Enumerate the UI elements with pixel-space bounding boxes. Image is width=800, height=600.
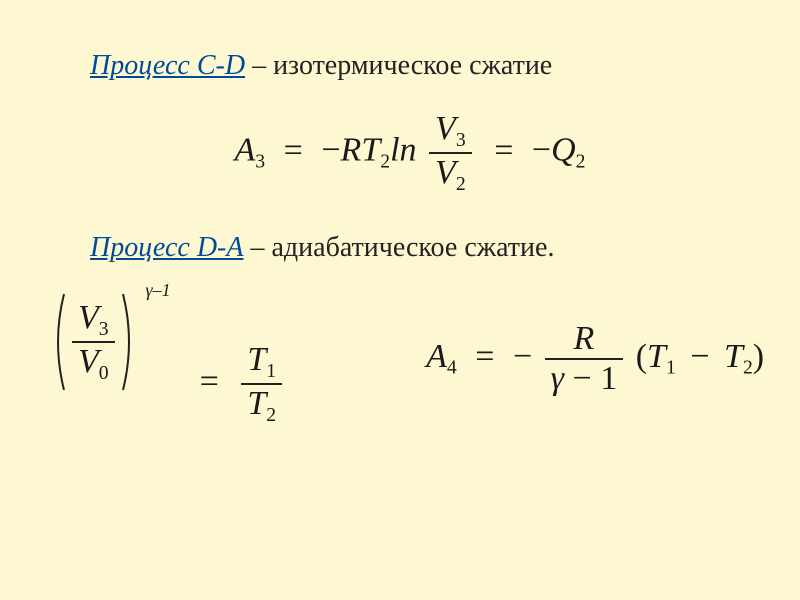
den-sub-2a: 0: [99, 362, 109, 384]
den-V: V: [435, 154, 456, 191]
var-T2b: T: [724, 338, 743, 375]
exponent-gamma-1: γ–1: [146, 280, 171, 301]
num-T1-sub: 1: [266, 360, 276, 382]
den-gamma: γ: [551, 360, 564, 397]
paren-left-icon: [50, 292, 68, 392]
minus-2: −: [532, 132, 551, 169]
big-paren-group: V3 V0 γ–1: [50, 292, 137, 392]
heading-process-cd: Процесс C-D – изотермическое сжатие: [90, 50, 730, 82]
den-T2-sub: 2: [266, 404, 276, 426]
sub-T2b: 2: [743, 357, 753, 379]
den-one: 1: [600, 360, 617, 397]
den-sub: 2: [456, 173, 466, 195]
slide-container: Процесс C-D – изотермическое сжатие A3 =…: [0, 0, 800, 503]
paren-close: ): [753, 338, 764, 375]
text-isothermal: – изотермическое сжатие: [245, 50, 552, 81]
var-T: T: [361, 132, 380, 169]
num-sub-2a: 3: [99, 318, 109, 340]
link-process-da: Процесс D-A: [90, 232, 243, 263]
eq-sign-4: =: [475, 338, 494, 375]
num-R: R: [574, 320, 595, 357]
text-adiabatic: – адиабатическое сжатие.: [243, 232, 554, 263]
ln: ln: [390, 132, 416, 169]
paren-open: (: [636, 338, 647, 375]
den-minus: −: [573, 360, 592, 397]
minus-3: −: [513, 338, 532, 375]
num-T1: T: [247, 341, 266, 378]
num-sub: 3: [456, 129, 466, 151]
var-T1b: T: [647, 338, 666, 375]
den-T2: T: [247, 385, 266, 422]
sub-A4: 4: [447, 357, 457, 379]
link-process-cd: Процесс C-D: [90, 50, 245, 81]
eq-sign-3: =: [200, 363, 219, 400]
sub-T1b: 1: [666, 357, 676, 379]
sub-T2: 2: [380, 151, 390, 173]
minus-1: −: [321, 132, 340, 169]
den-V2a: V: [78, 343, 99, 380]
num-V: V: [435, 110, 456, 147]
num-V2a: V: [78, 299, 99, 336]
formula-1-row: A3 = −RT2ln V3 V2 = −Q2: [90, 110, 730, 196]
frac-T1T2: T1 T2: [241, 341, 282, 427]
var-A: A: [235, 132, 256, 169]
var-A4: A: [426, 338, 447, 375]
frac-V3V0: V3 V0: [72, 299, 115, 385]
frac-R-gamma: R γ − 1: [545, 320, 624, 398]
eq-sign-1: =: [284, 132, 303, 169]
minus-4: −: [690, 338, 709, 375]
eq-sign-2: =: [494, 132, 513, 169]
formula-a3: A3 = −RT2ln V3 V2 = −Q2: [235, 110, 586, 196]
formula-a4: A4 = − R γ − 1 (T1 − T2): [426, 320, 764, 398]
heading-process-da: Процесс D-A – адиабатическое сжатие.: [90, 232, 730, 264]
var-R: R: [341, 132, 362, 169]
var-Q: Q: [551, 132, 576, 169]
sub-Q2: 2: [576, 151, 586, 173]
formula-2-row: V3 V0 γ–1 = T1 T2 A4 = − R γ −: [50, 292, 730, 427]
sub-3: 3: [255, 151, 265, 173]
frac-V3V2: V3 V2: [429, 110, 472, 196]
paren-right-icon: [119, 292, 137, 392]
formula-adiabatic-ratio: V3 V0 γ–1 = T1 T2: [50, 292, 286, 427]
